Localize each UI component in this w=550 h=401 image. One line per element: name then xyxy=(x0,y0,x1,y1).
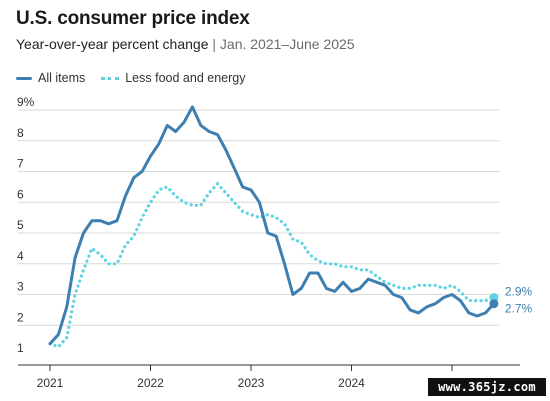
legend-label-all-items: All items xyxy=(38,71,86,85)
subtitle-separator: | xyxy=(208,36,220,52)
y-tick-label: 2 xyxy=(17,310,24,324)
chart-subtitle: Year-over-year percent change | Jan. 202… xyxy=(16,36,355,52)
site-watermark: www.365jz.com xyxy=(428,378,546,396)
y-tick-label: 9% xyxy=(17,95,35,109)
endpoint-all-items xyxy=(489,299,499,309)
series-line-all-items xyxy=(48,105,496,346)
legend-swatch-all-items xyxy=(16,76,32,80)
subtitle-date-range: Jan. 2021–June 2025 xyxy=(219,36,355,52)
legend-item-core: Less food and energy xyxy=(101,71,245,85)
legend-label-core: Less food and energy xyxy=(125,71,246,85)
y-tick-label: 1 xyxy=(17,341,24,355)
x-tick-label: 2024 xyxy=(338,376,365,390)
y-tick-label: 7 xyxy=(17,157,24,171)
end-label-core: 2.9% xyxy=(505,285,533,299)
y-tick-label: 4 xyxy=(17,249,24,263)
legend-item-all-items: All items xyxy=(16,71,85,85)
end-label-all-items: 2.7% xyxy=(505,302,533,316)
subtitle-main: Year-over-year percent change xyxy=(16,36,209,52)
y-tick-label: 3 xyxy=(17,280,24,294)
endpoint-core xyxy=(489,293,499,303)
y-tick-label: 6 xyxy=(17,187,24,201)
x-tick-label: 2021 xyxy=(37,376,64,390)
y-tick-label: 8 xyxy=(17,126,24,140)
series-line-core xyxy=(48,181,496,349)
x-tick-label: 2023 xyxy=(238,376,265,390)
legend-swatch-core xyxy=(101,76,120,80)
x-tick-label: 2022 xyxy=(137,376,164,390)
chart-title: U.S. consumer price index xyxy=(16,8,250,29)
y-tick-label: 5 xyxy=(17,218,24,232)
chart-legend: All items Less food and energy xyxy=(16,71,261,85)
